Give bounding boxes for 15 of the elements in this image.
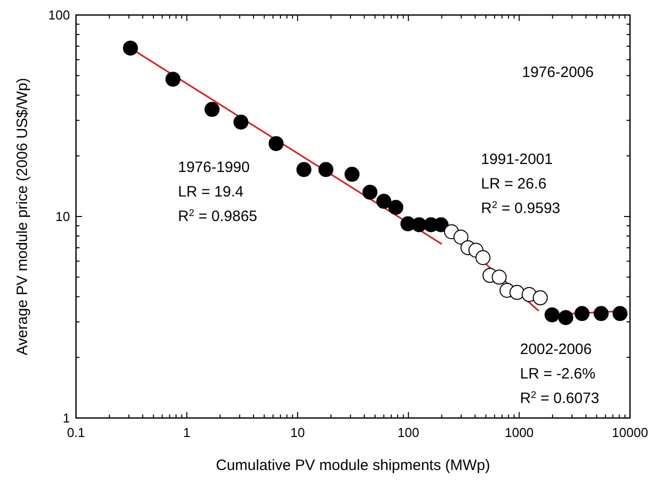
y-tick-label: 1	[62, 410, 70, 426]
x-tick-label: 1	[183, 425, 190, 440]
annotation: 1991-2001 LR = 26.6 R$^{2}$ = 0.9593	[481, 151, 560, 217]
x-tick-label: 1000	[504, 425, 534, 440]
y-tick-label: 100	[48, 8, 70, 22]
annotation: 1976-1990 LR = 19.4 R$^{2}$ = 0.9865	[178, 159, 258, 225]
x-axis-title: Cumulative PV module shipments (MWp)	[216, 457, 490, 474]
x-tick-label: 10000	[612, 425, 648, 440]
y-axis-title: Average PV module price (2006 US$/Wp)	[14, 78, 31, 356]
x-tick-label: 10	[290, 425, 305, 440]
x-tick-label: 100	[398, 425, 420, 440]
y-tick-label: 10	[56, 209, 70, 224]
annotation: 2002-2006 LR = -2.6% R$^{2}$ = 0.6073	[520, 341, 600, 407]
x-tick-label: 0.1	[66, 425, 86, 440]
annotation: 1976-2006	[522, 64, 594, 81]
